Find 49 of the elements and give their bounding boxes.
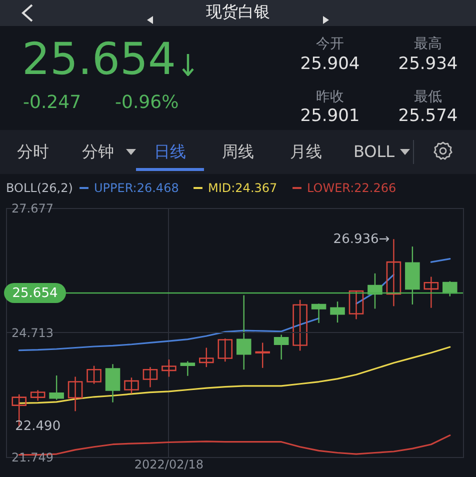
text: 周线 — [222, 142, 254, 163]
candlestick — [274, 334, 289, 360]
text: 最低 — [414, 88, 442, 106]
legend-label: LOWER:22.266 — [307, 181, 396, 195]
text: 25.574 — [398, 106, 458, 126]
text: 25.904 — [300, 54, 360, 74]
text: -0.96% — [115, 92, 179, 113]
candlestick — [86, 365, 102, 384]
y-tick-label: 24.713 — [12, 326, 54, 340]
text: 昨收 — [316, 88, 344, 106]
x-tick-label: 2022/02/18 — [134, 458, 204, 472]
text: BOLL — [353, 142, 395, 161]
candlestick — [105, 364, 120, 403]
candlestick — [49, 374, 64, 400]
candlestick — [330, 300, 345, 324]
candlestick — [368, 272, 382, 310]
candlestick — [236, 294, 252, 370]
ref-line-label: 25.654 — [12, 286, 58, 301]
text: 今开 — [316, 35, 344, 53]
text: 分钟 — [82, 142, 114, 163]
chart-title: 现货白银 — [206, 2, 270, 23]
annotation: 22.490 — [15, 418, 61, 434]
text: 25.901 — [300, 106, 360, 126]
text: 分时 — [17, 142, 49, 163]
text: 月线 — [290, 142, 322, 163]
candlestick — [68, 376, 83, 412]
text: 最高 — [414, 35, 442, 53]
candlestick — [142, 366, 158, 388]
legend-label: MID:24.367 — [208, 181, 278, 195]
legend-label: UPPER:26.468 — [94, 181, 179, 195]
candlestick — [124, 376, 139, 394]
candlestick — [218, 338, 233, 362]
candlestick — [424, 276, 439, 308]
candlestick — [180, 360, 196, 376]
candlestick — [255, 342, 270, 369]
candlestick — [162, 358, 176, 378]
legend-title: BOLL(26,2) — [6, 181, 73, 195]
candlestick — [348, 290, 364, 320]
candlestick — [442, 280, 458, 297]
candlestick — [311, 303, 326, 324]
text: 25.654 — [22, 34, 176, 85]
text: -0.247 — [23, 92, 82, 113]
annotation: 26.936→ — [333, 232, 390, 248]
candlestick — [199, 347, 214, 368]
text: 25.934 — [398, 54, 458, 74]
candlestick — [292, 299, 308, 352]
text: 日线 — [154, 142, 186, 163]
y-tick-label: 27.677 — [12, 202, 54, 216]
candlestick — [30, 390, 46, 402]
